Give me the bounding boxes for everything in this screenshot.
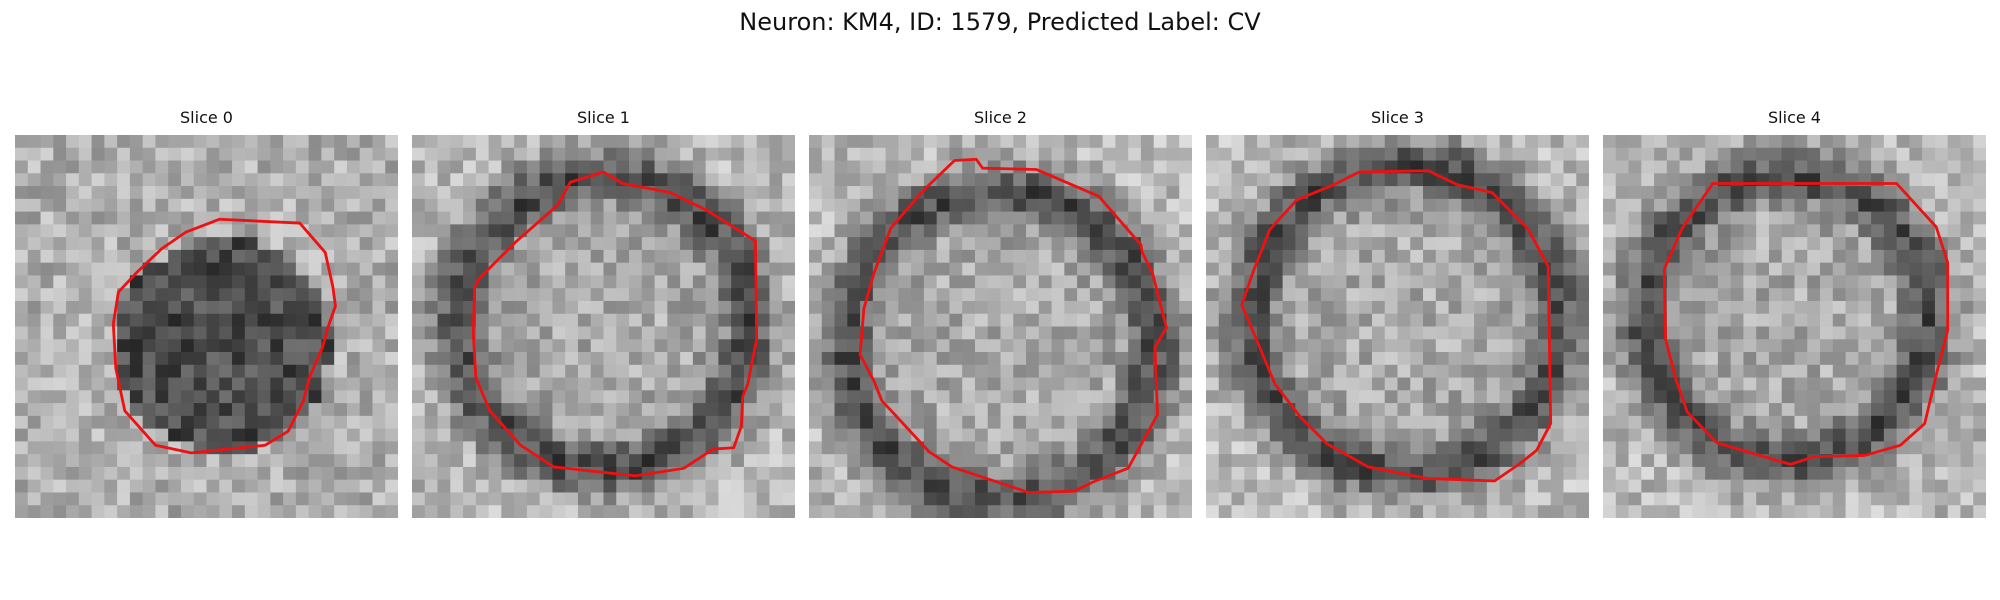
- slice-image: [1206, 135, 1589, 518]
- slice-title: Slice 3: [1371, 108, 1424, 127]
- slice-image: [412, 135, 795, 518]
- slice-image: [15, 135, 398, 518]
- slice-image: [809, 135, 1192, 518]
- figure-title: Neuron: KM4, ID: 1579, Predicted Label: …: [739, 8, 1261, 36]
- slice-title: Slice 4: [1768, 108, 1821, 127]
- slice-title: Slice 1: [577, 108, 630, 127]
- slice-image: [1603, 135, 1986, 518]
- slice-title: Slice 0: [180, 108, 233, 127]
- slice-title: Slice 2: [974, 108, 1027, 127]
